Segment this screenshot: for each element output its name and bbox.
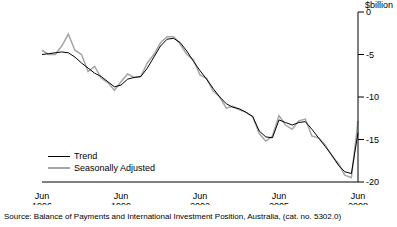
svg-text:Jun2002: Jun2002	[190, 191, 210, 205]
html-text:Seasonally Adjusted: Seasonally Adjusted	[74, 163, 156, 173]
svg-text:Jun2005: Jun2005	[269, 191, 289, 205]
html-text:$billion: $billion	[365, 0, 393, 10]
svg-text:-20: -20	[366, 177, 379, 187]
svg-text:-10: -10	[366, 92, 379, 102]
svg-text:Jun1999: Jun1999	[111, 191, 131, 205]
svg-text:Jun2008: Jun2008	[348, 191, 368, 205]
svg-text:-5: -5	[366, 50, 374, 60]
svg-text:-15: -15	[366, 135, 379, 145]
svg-text:0: 0	[366, 7, 371, 18]
html-text:Trend: Trend	[74, 151, 98, 161]
html-text:Source: Balance of Payments an: Source: Balance of Payments and Internat…	[4, 212, 342, 221]
svg-text:Jun1996: Jun1996	[32, 191, 52, 205]
